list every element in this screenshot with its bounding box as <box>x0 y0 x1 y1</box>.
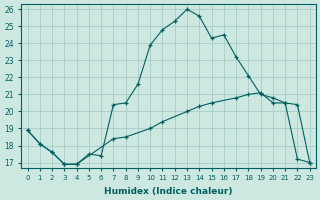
X-axis label: Humidex (Indice chaleur): Humidex (Indice chaleur) <box>104 187 233 196</box>
